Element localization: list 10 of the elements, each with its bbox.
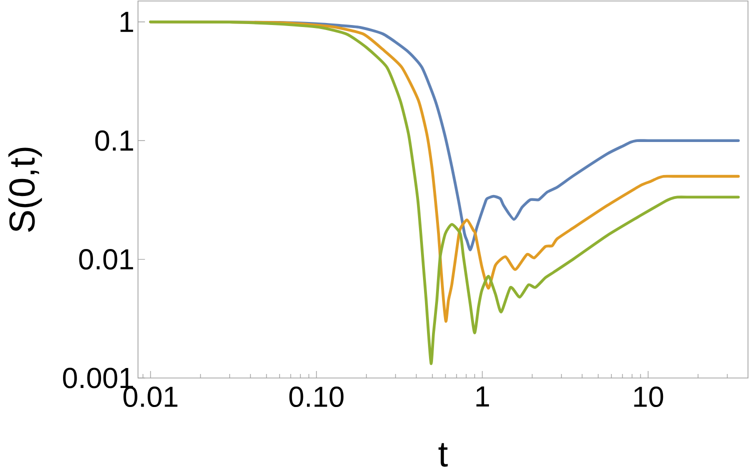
y-tick-label: 1 xyxy=(120,12,134,32)
x-axis-title: t xyxy=(438,443,448,467)
x-tick-label: 10 xyxy=(634,386,664,408)
y-tick-label: 0.01 xyxy=(79,249,134,270)
y-tick-label: 0.001 xyxy=(63,368,134,388)
y-tick-label: 0.1 xyxy=(95,130,134,151)
x-tick-label: 1 xyxy=(476,386,489,406)
y-axis-title: S(0,t) xyxy=(8,148,42,232)
x-tick-label: 0.01 xyxy=(123,386,178,408)
x-tick-label: 0.10 xyxy=(289,386,344,408)
